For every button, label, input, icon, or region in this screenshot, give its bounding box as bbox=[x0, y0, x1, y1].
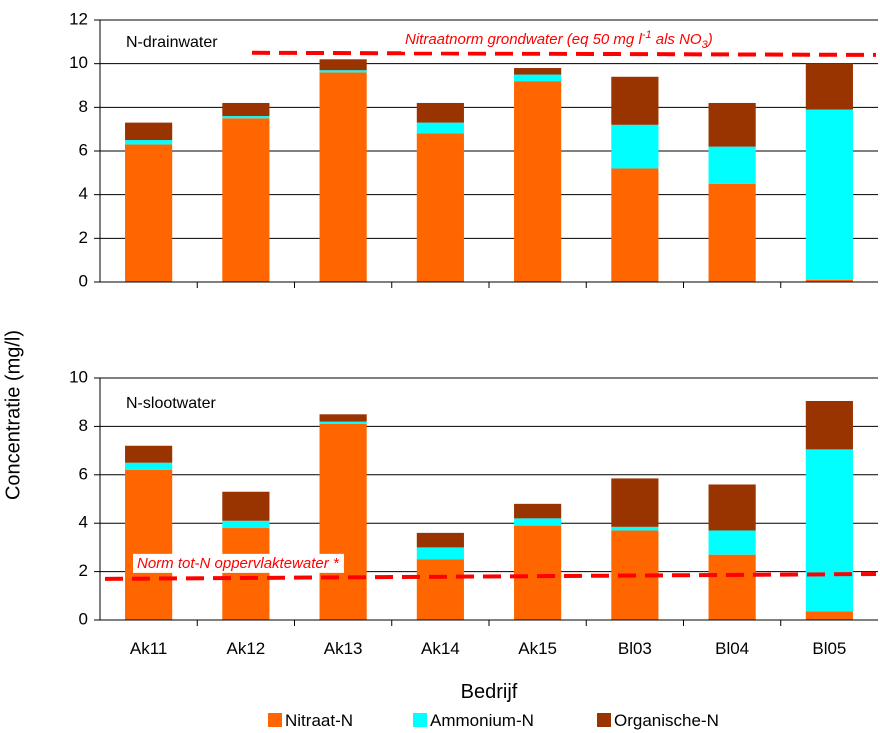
bar-nitraat-n-ak12 bbox=[222, 118, 270, 282]
bar-ammonium-n-ak14 bbox=[416, 547, 464, 560]
x-tick-label-ak15: Ak15 bbox=[518, 639, 557, 658]
bar-nitraat-n-bl03 bbox=[611, 168, 659, 282]
bar-organische-n-ak11 bbox=[125, 122, 173, 141]
y-tick-label: 4 bbox=[79, 513, 88, 532]
bar-ammonium-n-bl05 bbox=[805, 109, 853, 280]
bar-nitraat-n-ak13 bbox=[319, 423, 367, 620]
bar-nitraat-n-ak11 bbox=[125, 469, 173, 620]
panel-label-background bbox=[120, 31, 225, 54]
bar-nitraat-n-ak13 bbox=[319, 72, 367, 283]
norm-label: Norm tot-N oppervlaktewater * bbox=[137, 555, 340, 572]
bar-ammonium-n-ak14 bbox=[416, 122, 464, 134]
bar-nitraat-n-ak15 bbox=[514, 81, 562, 282]
norm-line bbox=[251, 50, 877, 57]
bar-nitraat-n-bl04 bbox=[708, 183, 756, 282]
norm-label-subscript: 3 bbox=[702, 39, 709, 51]
bar-organische-n-bl04 bbox=[708, 102, 756, 147]
y-tick-label: 8 bbox=[79, 97, 88, 116]
y-tick-label: 10 bbox=[69, 367, 88, 386]
bar-organische-n-bl03 bbox=[611, 478, 659, 527]
panel-slootwater: 0 2 4 6 8 10 N-slootwater Norm tot-N oppervlakt… bbox=[69, 367, 878, 628]
bar-ammonium-n-ak11 bbox=[125, 140, 173, 145]
bar-nitraat-n-bl05 bbox=[805, 611, 853, 620]
x-tick-label-ak13: Ak13 bbox=[324, 639, 363, 658]
bar-ammonium-n-ak12 bbox=[222, 116, 270, 119]
bar-organische-n-ak15 bbox=[514, 68, 562, 75]
norm-label-superscript: -1 bbox=[642, 29, 652, 41]
y-tick-label: 6 bbox=[79, 140, 88, 159]
x-axis-tick-labels: Ak11 Ak12 Ak13 Ak14 Ak15 Bl03 Bl04 Bl05 bbox=[130, 639, 847, 658]
norm-label-background bbox=[401, 27, 717, 52]
bar-ammonium-n-bl05 bbox=[805, 449, 853, 612]
y-tick-label: 4 bbox=[79, 184, 88, 203]
norm-line bbox=[104, 572, 877, 581]
norm-label-text: ) bbox=[706, 31, 713, 48]
bar-organische-n-ak12 bbox=[222, 491, 270, 521]
bar-ammonium-n-ak15 bbox=[514, 74, 562, 82]
bar-organische-n-ak14 bbox=[416, 532, 464, 548]
legend-label-nitraat-n: Nitraat-N bbox=[285, 711, 353, 730]
bar-ammonium-n-ak15 bbox=[514, 518, 562, 526]
norm-label-text: Nitraatnorm grondwater (eq 50 mg l bbox=[405, 31, 642, 48]
y-axis-title: Concentratie (mg/l) bbox=[2, 330, 24, 500]
norm-label-text: als NO bbox=[652, 31, 702, 48]
norm-label-background bbox=[133, 553, 344, 573]
bar-ammonium-n-bl04 bbox=[708, 530, 756, 555]
bar-nitraat-n-bl04 bbox=[708, 554, 756, 620]
legend-swatch-ammonium-n bbox=[413, 713, 427, 727]
bar-organische-n-ak12 bbox=[222, 102, 270, 117]
y-tick-label: 10 bbox=[69, 53, 88, 72]
bar-organische-n-bl04 bbox=[708, 484, 756, 531]
bar-organische-n-bl05 bbox=[805, 63, 853, 110]
bar-ammonium-n-ak12 bbox=[222, 520, 270, 529]
panel-label: N-slootwater bbox=[126, 395, 216, 412]
bar-ammonium-n-bl03 bbox=[611, 526, 659, 531]
bar-organische-n-ak13 bbox=[319, 59, 367, 71]
x-tick-label-ak14: Ak14 bbox=[421, 639, 460, 658]
y-tick-label: 0 bbox=[79, 271, 88, 290]
y-tick-label: 6 bbox=[79, 464, 88, 483]
bar-organische-n-ak14 bbox=[416, 102, 464, 123]
bar-nitraat-n-ak15 bbox=[514, 525, 562, 620]
bar-nitraat-n-ak11 bbox=[125, 144, 173, 282]
x-tick-label-bl04: Bl04 bbox=[715, 639, 749, 658]
legend-label-organische-n: Organische-N bbox=[614, 711, 719, 730]
bar-organische-n-ak11 bbox=[125, 445, 173, 463]
bar-organische-n-bl05 bbox=[805, 400, 853, 450]
bar-nitraat-n-ak14 bbox=[416, 559, 464, 620]
x-tick-label-bl05: Bl05 bbox=[812, 639, 846, 658]
bar-organische-n-ak15 bbox=[514, 503, 562, 519]
y-tick-label: 2 bbox=[79, 561, 88, 580]
bar-nitraat-n-ak12 bbox=[222, 528, 270, 620]
bar-ammonium-n-ak13 bbox=[319, 70, 367, 73]
bar-organische-n-ak13 bbox=[319, 414, 367, 422]
x-tick-label-bl03: Bl03 bbox=[618, 639, 652, 658]
legend: Nitraat-N Ammonium-N Organische-N bbox=[268, 711, 719, 730]
bar-ammonium-n-ak13 bbox=[319, 421, 367, 424]
bar-organische-n-bl03 bbox=[611, 76, 659, 125]
bar-nitraat-n-bl05 bbox=[805, 279, 853, 282]
panel-label: N-drainwater bbox=[126, 34, 218, 51]
y-tick-label: 12 bbox=[69, 9, 88, 28]
panel-drainwater: 0 2 4 6 8 10 12 N-drainwater Nitraatnorm grondwa… bbox=[69, 9, 878, 290]
norm-label: Nitraatnorm grondwater (eq 50 mg l-1 als… bbox=[405, 29, 713, 51]
x-tick-label-ak11: Ak11 bbox=[130, 639, 168, 658]
legend-label-ammonium-n: Ammonium-N bbox=[430, 711, 534, 730]
y-tick-label: 8 bbox=[79, 416, 88, 435]
x-axis-title: Bedrijf bbox=[461, 681, 518, 703]
bar-ammonium-n-bl03 bbox=[611, 124, 659, 169]
bar-ammonium-n-ak11 bbox=[125, 462, 173, 470]
legend-swatch-nitraat-n bbox=[268, 713, 282, 727]
bar-ammonium-n-bl04 bbox=[708, 146, 756, 184]
panel-label-background bbox=[120, 392, 223, 415]
x-tick-label-ak12: Ak12 bbox=[227, 639, 266, 658]
legend-swatch-organische-n bbox=[597, 713, 611, 727]
bar-nitraat-n-ak14 bbox=[416, 133, 464, 282]
y-tick-label: 0 bbox=[79, 609, 88, 628]
y-tick-label: 2 bbox=[79, 228, 88, 247]
